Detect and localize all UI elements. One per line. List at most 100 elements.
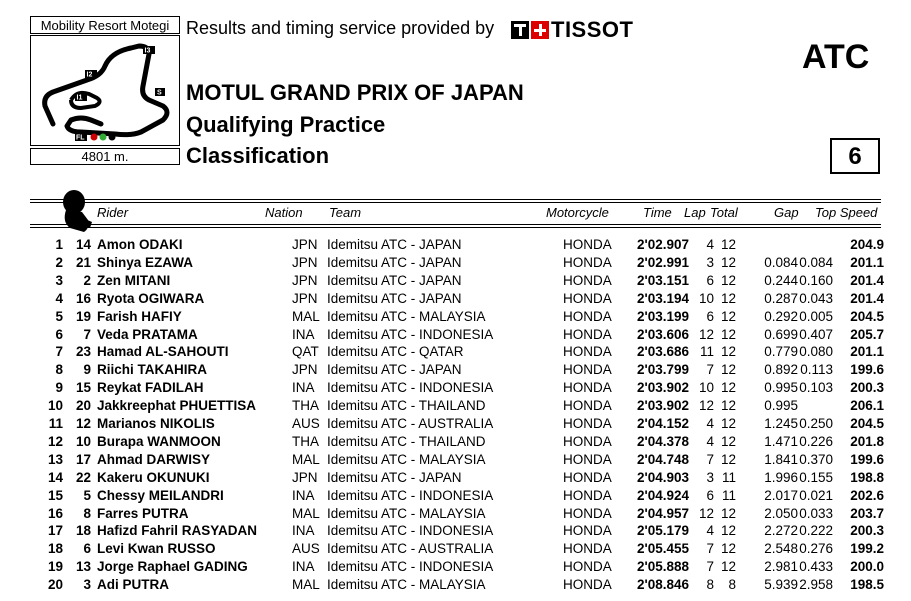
team: Idemitsu ATC - MALAYSIA <box>327 308 486 324</box>
lap-time: 2'04.378 <box>636 433 689 449</box>
best-lap: 7 <box>706 559 714 575</box>
motorcycle: HONDA <box>563 326 612 342</box>
column-motorcycle: Motorcycle <box>546 205 609 220</box>
best-lap: 11 <box>699 344 714 360</box>
top-speed: 199.6 <box>850 362 884 378</box>
position: 11 <box>48 416 63 431</box>
rider-number: 10 <box>75 433 91 449</box>
track-map: I3 I2 S I1 FL <box>30 35 180 146</box>
best-lap: 12 <box>698 398 714 414</box>
sector-i2-badge <box>85 70 97 78</box>
table-row: 18 6 Levi Kwan RUSSO AUS Idemitsu ATC - AUST… <box>0 541 911 559</box>
column-nation: Nation <box>265 205 303 220</box>
best-lap: 4 <box>706 433 714 449</box>
table-row: 6 7 Veda PRATAMA INA Idemitsu ATC - INDONESI… <box>0 327 911 345</box>
top-speed: 206.1 <box>850 398 884 414</box>
table-row: 20 3 Adi PUTRA MAL Idemitsu ATC - MALAYSIA HO… <box>0 577 911 595</box>
lap-time: 2'03.606 <box>636 326 689 342</box>
nation: JPN <box>292 290 318 306</box>
lap-time: 2'04.924 <box>636 487 689 503</box>
rider-name: Chessy MEILANDRI <box>97 487 224 503</box>
position: 4 <box>55 290 63 306</box>
motorcycle: HONDA <box>563 433 612 449</box>
rider-name: Burapa WANMOON <box>97 433 221 449</box>
gap-to-previous: 0.005 <box>799 308 833 324</box>
total-laps: 12 <box>720 523 736 539</box>
team: Idemitsu ATC - AUSTRALIA <box>327 416 494 431</box>
sector-s-label: S <box>157 90 162 97</box>
position: 6 <box>55 326 63 342</box>
table-row: 5 19 Farish HAFIY MAL Idemitsu ATC - MALAYSI… <box>0 309 911 327</box>
lap-time: 2'02.907 <box>636 237 689 252</box>
sector-i1-badge <box>75 93 87 101</box>
rider-helmet-icon <box>60 188 96 239</box>
table-row: 3 2 Zen MITANI JPN Idemitsu ATC - JAPAN HONDA… <box>0 273 911 291</box>
nation: MAL <box>292 451 320 467</box>
rider-number: 18 <box>75 523 91 539</box>
class-code: ATC <box>802 38 870 76</box>
rider-number: 5 <box>83 487 91 503</box>
top-speed: 200.3 <box>850 380 884 396</box>
column-top-speed: Top Speed <box>815 205 878 220</box>
team: Idemitsu ATC - THAILAND <box>327 433 486 449</box>
total-laps: 12 <box>720 237 736 252</box>
rider-name: Veda PRATAMA <box>97 326 198 342</box>
column-gap: Gap <box>774 205 799 220</box>
rider-name: Ryota OGIWARA <box>97 290 205 306</box>
motorcycle: HONDA <box>563 416 612 431</box>
team: Idemitsu ATC - QATAR <box>327 344 464 360</box>
top-speed: 199.2 <box>850 541 884 557</box>
motorcycle: HONDA <box>563 254 612 270</box>
gap-to-leader: 0.699 <box>764 326 798 342</box>
nation: AUS <box>292 416 320 431</box>
flag-icon <box>108 133 116 141</box>
rider-number: 3 <box>83 577 91 593</box>
table-row: 19 13 Jorge Raphael GADING INA Idemitsu ATC … <box>0 559 911 577</box>
nation: JPN <box>292 237 318 252</box>
motorcycle: HONDA <box>563 487 612 503</box>
gap-to-previous: 0.103 <box>799 380 833 396</box>
nation: MAL <box>292 308 320 324</box>
rider-number: 19 <box>75 308 91 324</box>
rider-name: Kakeru OKUNUKI <box>97 469 210 485</box>
gap-to-previous: 0.033 <box>799 505 833 521</box>
track-length: 4801 m. <box>30 148 180 165</box>
total-laps: 12 <box>720 398 736 414</box>
nation: MAL <box>292 505 320 521</box>
nation: JPN <box>292 362 318 378</box>
nation: MAL <box>292 577 320 593</box>
total-laps: 12 <box>720 290 736 306</box>
gap-to-previous: 0.113 <box>800 362 833 378</box>
rider-number: 8 <box>83 505 91 521</box>
total-laps: 12 <box>720 254 736 270</box>
position: 18 <box>47 541 63 557</box>
team: Idemitsu ATC - INDONESIA <box>327 380 494 396</box>
best-lap: 3 <box>706 469 714 485</box>
page-number: 6 <box>830 138 880 174</box>
rider-number: 22 <box>75 469 91 485</box>
table-row: 4 16 Ryota OGIWARA JPN Idemitsu ATC - JAPAN H… <box>0 291 911 309</box>
gap-to-previous: 0.043 <box>799 290 833 306</box>
rider-name: Amon ODAKI <box>97 237 183 252</box>
motorcycle: HONDA <box>563 469 612 485</box>
total-laps: 12 <box>720 344 736 360</box>
top-speed: 198.8 <box>850 469 884 485</box>
column-total: Total <box>710 205 738 220</box>
position: 10 <box>47 398 63 414</box>
sector-i1-label: I1 <box>77 95 83 102</box>
team: Idemitsu ATC - INDONESIA <box>327 326 494 342</box>
gap-to-previous: 0.276 <box>799 541 833 557</box>
header-rule-top-2 <box>30 202 881 203</box>
document-type: Classification <box>186 143 330 168</box>
lap-time: 2'05.455 <box>636 541 689 557</box>
best-lap: 6 <box>706 487 714 503</box>
total-laps: 11 <box>721 469 736 485</box>
best-lap: 4 <box>706 237 714 252</box>
top-speed: 200.3 <box>850 523 884 539</box>
gap-to-previous: 0.250 <box>799 416 833 431</box>
nation: JPN <box>292 469 318 485</box>
position: 12 <box>47 433 63 449</box>
best-lap: 8 <box>706 577 714 593</box>
motorcycle: HONDA <box>563 272 612 288</box>
best-lap: 6 <box>706 308 714 324</box>
